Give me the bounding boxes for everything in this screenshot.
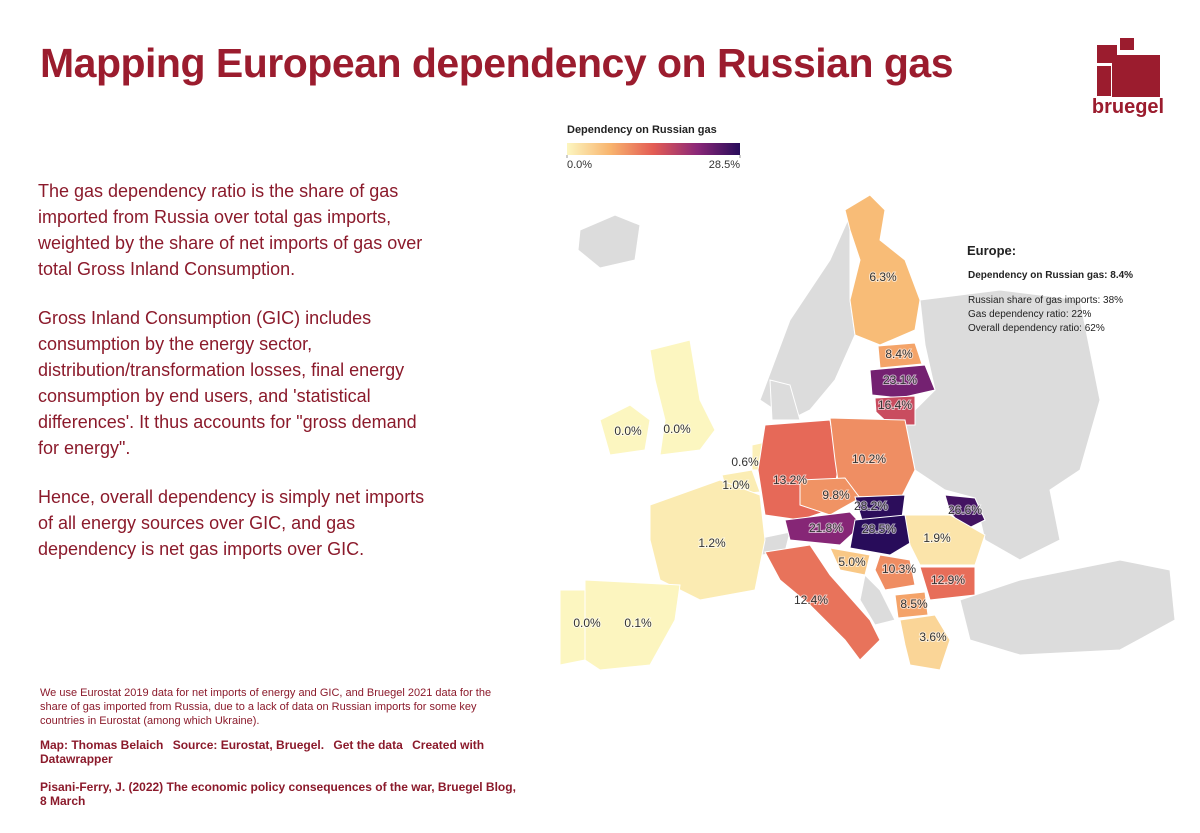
credits: Map: Thomas Belaich Source: Eurostat, Br… — [40, 738, 520, 766]
region — [599, 404, 651, 456]
region-label: 12.9% — [931, 573, 965, 587]
region-label: 8.4% — [885, 347, 913, 361]
region — [649, 339, 716, 456]
region-label: 21.8% — [809, 521, 843, 535]
description: The gas dependency ratio is the share of… — [38, 178, 438, 585]
region-label: 0.1% — [624, 616, 652, 630]
link[interactable]: Get the data — [333, 738, 403, 752]
legend-scale — [567, 143, 740, 155]
region — [784, 511, 863, 546]
legend-tick-label: 0.0% — [567, 159, 592, 171]
land — [769, 379, 801, 421]
region — [649, 479, 766, 601]
title: Mapping European dependency on Russian g… — [40, 40, 954, 86]
footer: We use Eurostat 2019 data for net import… — [40, 686, 520, 822]
note: We use Eurostat 2019 data for net import… — [40, 687, 492, 727]
summary-line: Russian share of gas imports: 38% — [968, 295, 1123, 306]
region-label: 0.0% — [573, 616, 601, 630]
paragraph: Hence, overall dependency is simply net … — [38, 487, 425, 559]
region-label: 1.0% — [722, 478, 750, 492]
region-label: 1.9% — [923, 531, 951, 545]
summary-line: Gas dependency ratio: 22% — [968, 309, 1092, 320]
region-label: 28.5% — [862, 522, 896, 536]
region — [799, 477, 861, 516]
region — [764, 544, 881, 661]
summary-headline: Dependency on Russian gas: 8.4% — [968, 270, 1133, 281]
citation: Pisani-Ferry, J. (2022) The economic pol… — [40, 780, 516, 808]
legend: 0.0% 28.5% — [566, 143, 741, 171]
region-label: 26.6% — [948, 503, 982, 517]
background-land — [577, 214, 1176, 656]
land — [859, 573, 896, 626]
paragraph: Gross Inland Consumption (GIC) includes … — [38, 308, 417, 458]
region-label: 1.2% — [698, 536, 726, 550]
credit: Map: Thomas Belaich — [40, 738, 164, 752]
region — [869, 364, 936, 399]
region-label: 16.4% — [878, 398, 912, 412]
legend-title: Dependency on Russian gas — [567, 124, 717, 136]
region — [829, 547, 871, 576]
logo-text: bruegel — [1092, 96, 1164, 118]
region-label: 6.3% — [869, 270, 897, 284]
paragraph: The gas dependency ratio is the share of… — [38, 181, 423, 279]
region-label: 10.2% — [852, 452, 886, 466]
land — [959, 559, 1176, 656]
region — [877, 342, 923, 369]
region — [584, 579, 681, 671]
region-label: 23.1% — [883, 373, 917, 387]
region — [844, 194, 921, 346]
region-label: 28.2% — [854, 499, 888, 513]
region-label: 12.4% — [794, 593, 828, 607]
region — [894, 591, 929, 619]
region — [904, 514, 986, 566]
land — [577, 214, 641, 269]
region — [874, 554, 916, 591]
credit: Source: Eurostat, Bruegel. — [172, 738, 325, 752]
land — [904, 289, 1101, 561]
region-label: 5.0% — [838, 555, 866, 569]
summary-title: Europe: — [967, 243, 1016, 258]
region-label: 13.2% — [773, 473, 807, 487]
region — [919, 566, 976, 601]
labels: 6.3% 8.4% 23.1% 16.4% 0.0% 0.0% 0.6% 1.0% 13.2% 1… — [572, 269, 983, 645]
region-label: 0.0% — [614, 424, 642, 438]
region-label: 9.8% — [822, 488, 850, 502]
region-label: 0.0% — [663, 422, 691, 436]
region-label: 8.5% — [900, 597, 928, 611]
credit: Created with Datawrapper — [40, 738, 485, 766]
region — [899, 614, 951, 671]
summary-line: Overall dependency ratio: 62% — [968, 323, 1105, 334]
regions — [559, 194, 986, 671]
region — [849, 514, 916, 556]
region — [944, 494, 986, 531]
region-label: 10.3% — [882, 562, 916, 576]
region-label: 0.6% — [731, 455, 759, 469]
logo: bruegel — [1092, 38, 1164, 118]
region-label: 3.6% — [919, 630, 947, 644]
legend-tick-label: 28.5% — [709, 159, 740, 171]
